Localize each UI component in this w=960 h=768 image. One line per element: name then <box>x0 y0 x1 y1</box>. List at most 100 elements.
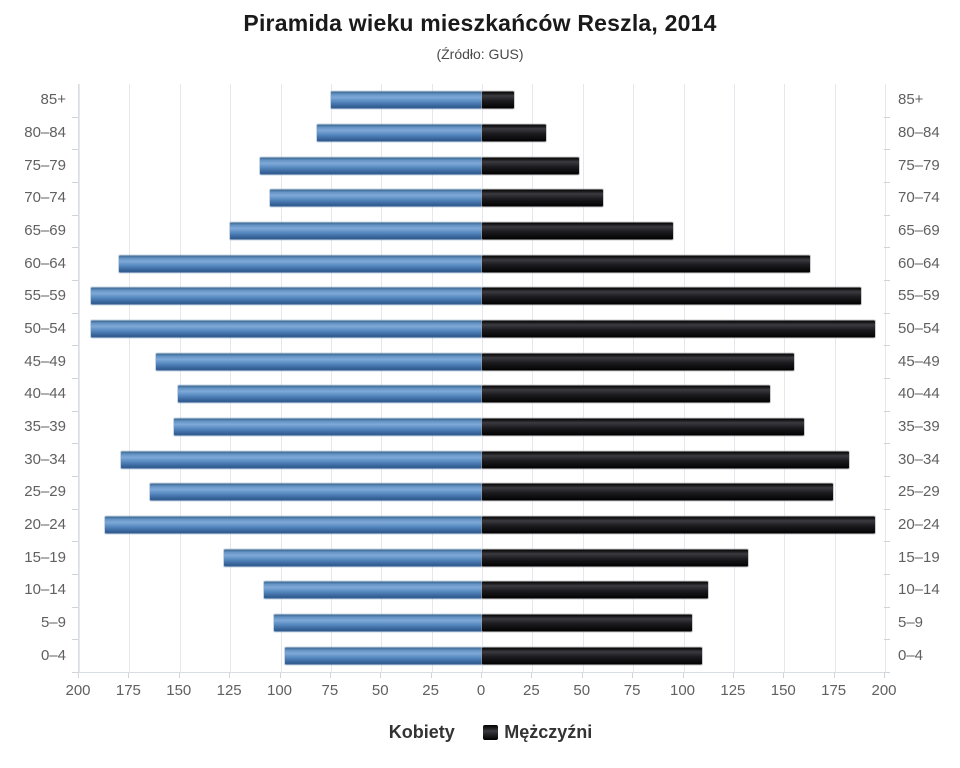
pyramid-row <box>79 411 885 444</box>
y-axis-tick <box>72 410 78 412</box>
y-axis-tick <box>884 214 890 216</box>
x-axis-label: 50 <box>573 682 591 699</box>
bar-men-30–34[interactable] <box>482 451 849 469</box>
gridline <box>733 84 735 672</box>
bar-women-80–84[interactable] <box>316 124 482 142</box>
bar-women-50–54[interactable] <box>91 320 482 338</box>
age-label-left-80–84: 80–84 <box>24 124 66 141</box>
y-axis-tick <box>884 508 890 510</box>
y-axis-tick <box>72 508 78 510</box>
bar-women-20–24[interactable] <box>105 516 482 534</box>
plot-area <box>78 84 886 673</box>
bar-men-10–14[interactable] <box>482 581 708 599</box>
bar-men-85+[interactable] <box>482 91 515 109</box>
age-label-left-65–69: 65–69 <box>24 222 66 239</box>
y-axis-tick <box>884 574 890 575</box>
x-axis-label: 175 <box>821 682 847 699</box>
age-label-right-10–14: 10–14 <box>898 581 940 599</box>
bar-men-65–69[interactable] <box>482 222 674 240</box>
age-label-left-30–34: 30–34 <box>24 450 66 468</box>
age-label-left-5–9: 5–9 <box>40 614 66 631</box>
age-label-right-5–9: 5–9 <box>898 614 924 631</box>
bar-men-40–44[interactable] <box>482 385 771 403</box>
y-axis-tick <box>884 476 890 477</box>
pyramid-row <box>79 607 885 640</box>
bar-women-60–64[interactable] <box>119 255 482 273</box>
bar-women-35–39[interactable] <box>173 418 482 436</box>
bar-men-0–4[interactable] <box>482 647 702 665</box>
gridline <box>784 84 786 672</box>
bar-women-30–34[interactable] <box>121 451 482 469</box>
women-color-swatch <box>368 725 383 740</box>
bar-men-60–64[interactable] <box>482 255 811 273</box>
bar-men-50–54[interactable] <box>482 320 875 338</box>
y-axis-tick <box>884 672 890 673</box>
x-axis-label: 150 <box>166 682 192 699</box>
x-axis-label: 200 <box>871 682 897 699</box>
age-label-right-15–19: 15–19 <box>898 548 940 566</box>
gridline <box>431 84 433 672</box>
bar-men-55–59[interactable] <box>482 287 861 305</box>
x-axis-label: 100 <box>669 682 696 699</box>
x-axis-tick <box>732 673 734 678</box>
age-label-right-60–64: 60–64 <box>898 254 940 272</box>
y-axis-tick <box>72 149 78 151</box>
bar-men-35–39[interactable] <box>482 418 805 436</box>
bar-women-0–4[interactable] <box>284 647 482 665</box>
y-axis-tick <box>72 476 78 477</box>
age-label-right-85+: 85+ <box>898 91 924 109</box>
bar-women-55–59[interactable] <box>91 287 482 305</box>
bar-men-25–29[interactable] <box>482 483 833 501</box>
y-axis-tick <box>884 247 890 249</box>
age-label-left-60–64: 60–64 <box>24 254 66 272</box>
pyramid-row <box>79 345 885 378</box>
bar-women-25–29[interactable] <box>149 483 482 501</box>
legend-label-women: Kobiety <box>388 722 455 742</box>
legend-item-men[interactable]: Mężczyźni <box>483 722 592 743</box>
bar-men-45–49[interactable] <box>482 353 795 371</box>
bar-women-10–14[interactable] <box>264 581 482 599</box>
bar-women-45–49[interactable] <box>155 353 482 371</box>
bar-men-80–84[interactable] <box>482 124 547 142</box>
x-axis-tick <box>783 673 785 678</box>
bar-men-20–24[interactable] <box>482 516 875 534</box>
age-label-left-0–4: 0–4 <box>40 646 66 664</box>
bar-men-75–79[interactable] <box>482 157 579 175</box>
x-axis-tick <box>430 673 432 678</box>
x-axis-label: 50 <box>371 682 389 699</box>
x-axis-label: 200 <box>65 682 91 699</box>
bar-men-70–74[interactable] <box>482 189 603 207</box>
x-axis-tick <box>229 673 231 678</box>
bar-women-15–19[interactable] <box>224 549 482 567</box>
bar-women-70–74[interactable] <box>270 189 482 207</box>
y-axis-tick <box>884 443 890 445</box>
y-axis-tick <box>72 247 78 249</box>
legend-item-women[interactable]: Kobiety <box>368 722 455 743</box>
bar-women-85+[interactable] <box>330 91 482 109</box>
bar-men-15–19[interactable] <box>482 549 748 567</box>
y-axis-tick <box>72 639 78 641</box>
y-axis-tick <box>72 574 78 575</box>
age-label-left-55–59: 55–59 <box>24 287 66 305</box>
age-label-left-75–79: 75–79 <box>24 156 66 174</box>
x-axis-label: 25 <box>422 682 439 699</box>
y-axis-tick <box>884 280 890 281</box>
bar-women-40–44[interactable] <box>177 385 482 403</box>
bar-men-5–9[interactable] <box>482 614 692 632</box>
gridline <box>280 84 282 672</box>
pyramid-row <box>79 247 885 280</box>
x-axis-tick <box>682 673 684 678</box>
y-axis-tick <box>884 378 890 379</box>
gridline <box>129 84 131 672</box>
gridline <box>683 84 685 672</box>
x-axis-tick <box>581 673 583 678</box>
pyramid-row <box>79 541 885 574</box>
y-axis-tick <box>884 182 890 183</box>
bar-women-5–9[interactable] <box>274 614 482 632</box>
pyramid-row <box>79 509 885 542</box>
age-label-left-85+: 85+ <box>40 91 66 109</box>
bar-women-65–69[interactable] <box>230 222 482 240</box>
gridline <box>179 84 181 672</box>
pyramid-row <box>79 182 885 215</box>
bar-women-75–79[interactable] <box>260 157 482 175</box>
